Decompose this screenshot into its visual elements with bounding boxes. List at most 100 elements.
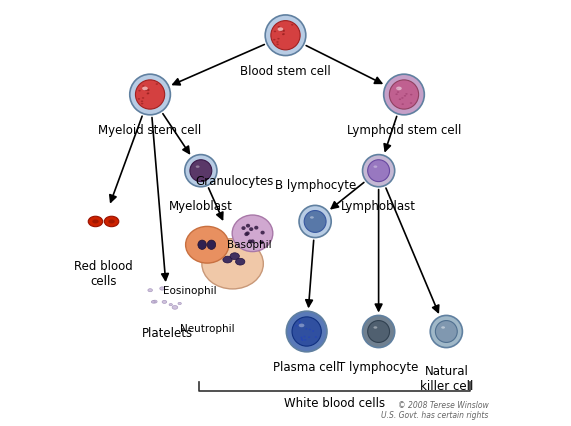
Ellipse shape [198,240,206,249]
Text: B lymphocyte: B lymphocyte [275,179,356,192]
Ellipse shape [251,239,255,243]
Circle shape [363,155,395,187]
Ellipse shape [282,34,284,35]
Text: Platelets: Platelets [142,327,192,340]
Ellipse shape [246,231,250,235]
Ellipse shape [142,85,144,87]
Ellipse shape [305,328,307,330]
Circle shape [389,80,419,109]
Text: Neutrophil: Neutrophil [180,324,235,334]
Ellipse shape [404,95,406,97]
Text: Blood stem cell: Blood stem cell [240,65,331,78]
Circle shape [299,205,331,238]
Ellipse shape [249,227,254,231]
Ellipse shape [276,41,279,43]
Ellipse shape [138,98,140,100]
Ellipse shape [295,325,297,326]
Circle shape [304,210,326,233]
Ellipse shape [162,300,167,303]
Ellipse shape [232,215,273,252]
Text: © 2008 Terese Winslow
U.S. Govt. has certain rights: © 2008 Terese Winslow U.S. Govt. has cer… [381,401,489,420]
Circle shape [292,317,321,346]
Ellipse shape [223,256,232,263]
Ellipse shape [278,26,280,28]
Ellipse shape [401,97,404,99]
Ellipse shape [172,305,178,309]
Ellipse shape [202,239,263,289]
Ellipse shape [160,287,164,290]
Ellipse shape [301,338,303,340]
Ellipse shape [196,165,200,168]
Ellipse shape [147,92,150,94]
Ellipse shape [397,91,399,93]
Ellipse shape [178,302,182,305]
Circle shape [185,155,217,187]
Ellipse shape [278,27,283,31]
Ellipse shape [304,339,306,341]
Text: Granulocytes: Granulocytes [195,175,274,187]
Circle shape [265,15,306,55]
Circle shape [368,160,389,181]
Ellipse shape [310,216,314,219]
Ellipse shape [373,326,377,329]
Circle shape [286,311,327,352]
Ellipse shape [254,226,259,230]
Ellipse shape [410,94,412,95]
Ellipse shape [304,336,305,337]
Ellipse shape [144,89,147,91]
Ellipse shape [299,324,304,327]
Text: Myeloid stem cell: Myeloid stem cell [98,124,202,137]
Text: T lymphocyte: T lymphocyte [339,361,419,374]
Ellipse shape [153,300,157,303]
Text: Lymphoblast: Lymphoblast [341,200,416,213]
Ellipse shape [259,240,264,244]
Ellipse shape [230,253,239,259]
Ellipse shape [93,219,99,224]
Ellipse shape [141,103,143,104]
Text: Myeloblast: Myeloblast [169,200,233,213]
Ellipse shape [312,330,314,332]
Ellipse shape [300,337,303,338]
Circle shape [363,315,395,348]
Ellipse shape [244,232,248,236]
Ellipse shape [169,304,172,306]
Ellipse shape [142,86,148,90]
Text: Red blood
cells: Red blood cells [74,259,133,288]
Circle shape [190,160,212,181]
Ellipse shape [373,165,377,168]
Ellipse shape [142,97,144,99]
Ellipse shape [283,30,285,32]
Circle shape [271,20,300,50]
Circle shape [135,80,164,109]
Text: Natural
killer cell: Natural killer cell [420,366,473,393]
Ellipse shape [186,226,229,263]
Ellipse shape [291,24,293,26]
Ellipse shape [273,39,276,40]
Circle shape [384,74,424,115]
Ellipse shape [278,38,280,40]
Ellipse shape [147,89,150,91]
Ellipse shape [299,322,301,323]
Ellipse shape [207,240,216,249]
Ellipse shape [301,340,303,341]
Ellipse shape [248,239,252,243]
Circle shape [368,321,389,343]
Circle shape [430,315,463,348]
Ellipse shape [148,289,152,292]
Ellipse shape [147,89,150,90]
Ellipse shape [283,29,285,31]
Ellipse shape [260,231,265,234]
Ellipse shape [236,258,245,265]
Ellipse shape [299,320,300,322]
Ellipse shape [441,326,445,329]
Ellipse shape [242,226,246,230]
Ellipse shape [395,93,398,95]
Ellipse shape [276,43,279,45]
Ellipse shape [308,337,310,338]
Ellipse shape [246,224,250,227]
Text: Plasma cell: Plasma cell [274,361,340,374]
Ellipse shape [155,83,158,85]
Ellipse shape [410,102,412,104]
Ellipse shape [405,93,408,95]
Text: Lymphoid stem cell: Lymphoid stem cell [347,124,461,137]
